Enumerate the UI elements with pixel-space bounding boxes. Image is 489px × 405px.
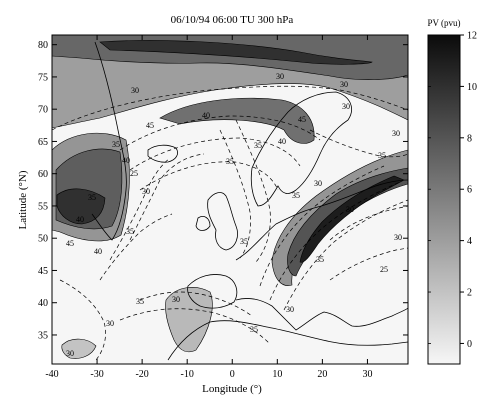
x-tick-label: 0 xyxy=(230,369,235,380)
y-tick-label: 60 xyxy=(38,169,48,180)
isotach-label: 25 xyxy=(130,169,138,178)
colorbar-ticks: 0 2 4 6 8 10 12 xyxy=(428,31,477,350)
coastlines xyxy=(91,41,408,361)
y-axis-label: Latitude (°N) xyxy=(17,170,29,229)
x-tick-label: -30 xyxy=(90,369,103,380)
x-tick-label: 10 xyxy=(272,369,282,380)
isotach-line xyxy=(283,199,408,311)
y-tick-label: 65 xyxy=(38,137,48,148)
coast-british-isles xyxy=(195,192,238,251)
colorbar-tick-label: 8 xyxy=(467,133,472,144)
isotach-label: 30 xyxy=(106,319,114,328)
isotach-line xyxy=(119,308,271,345)
wind-isotachs xyxy=(52,85,408,361)
colorbar-tick-label: 2 xyxy=(467,288,472,299)
isotach-line xyxy=(329,247,408,281)
isotach-label: 30 xyxy=(286,305,294,314)
y-tick-label: 35 xyxy=(38,330,48,341)
isotach-label: 30 xyxy=(131,86,139,95)
x-tick-label: -20 xyxy=(135,369,148,380)
map-frame xyxy=(51,34,409,365)
pv-region-arctic-core xyxy=(99,40,373,65)
isotach-label: 35 xyxy=(88,193,96,202)
isotach-label: 35 xyxy=(136,297,144,306)
pv-region-norway-trough xyxy=(159,97,315,144)
figure-title: 06/10/94 06:00 TU 300 hPa xyxy=(171,14,294,26)
coast-greenland-east xyxy=(91,41,127,241)
isotach-label: 40 xyxy=(202,111,210,120)
isotach-line xyxy=(219,129,251,259)
coast-north-africa xyxy=(167,320,408,361)
isotach-label: 30 xyxy=(394,233,402,242)
isotach-label: 40 xyxy=(278,137,286,146)
isotach-label: 35 xyxy=(126,227,134,236)
isotach-label: 40 xyxy=(122,156,130,165)
coast-scandinavia xyxy=(250,91,352,207)
y-tick-label: 50 xyxy=(38,234,48,245)
isotach-line xyxy=(52,85,408,131)
x-tick-label: -40 xyxy=(45,369,58,380)
x-tick-label: 20 xyxy=(317,369,327,380)
isotach-line xyxy=(109,157,171,261)
isotach-label: 45 xyxy=(146,121,154,130)
pv-region-europe-trough-core xyxy=(299,175,405,263)
isotach-label: 45 xyxy=(66,239,74,248)
x-axis-label: Longitude (°) xyxy=(202,383,262,395)
y-tick-label: 55 xyxy=(38,201,48,212)
isotach-label: 30 xyxy=(342,102,350,111)
isotach-label: 30 xyxy=(346,205,354,214)
colorbar-tick-label: 4 xyxy=(467,236,472,247)
isotach-line xyxy=(329,205,408,241)
isotach-label: 30 xyxy=(172,295,180,304)
isotach-labels: 30 30 30 35 40 45 40 35 30 45 35 40 35 3… xyxy=(66,72,402,358)
isotach-line xyxy=(129,137,301,171)
isotach-label: 35 xyxy=(112,140,120,149)
coast-iberia-mediterranean xyxy=(187,274,408,331)
y-tick-label: 45 xyxy=(38,266,48,277)
isotach-label: 30 xyxy=(314,179,322,188)
pv-region-africa-cutoff xyxy=(165,287,213,353)
coast-european-mainland xyxy=(235,179,408,261)
isotach-label: 35 xyxy=(378,151,386,160)
x-tick-label: -10 xyxy=(181,369,194,380)
coast-iceland xyxy=(147,144,178,163)
pv-shading xyxy=(52,35,408,359)
isotach-label: 30 xyxy=(340,80,348,89)
pv-region-atlantic-cutoff xyxy=(61,338,97,359)
x-tick-label: 30 xyxy=(362,369,372,380)
isotach-line xyxy=(269,181,401,301)
isotach-label: 30 xyxy=(392,129,400,138)
colorbar-gradient xyxy=(427,34,461,365)
isotach-label: 30 xyxy=(66,349,74,358)
y-tick-label: 40 xyxy=(38,298,48,309)
y-tick-label: 75 xyxy=(38,72,48,83)
isotach-label: 30 xyxy=(276,72,284,81)
isotach-label: 40 xyxy=(94,247,102,256)
x-axis-ticks: -40 -30 -20 -10 0 10 20 30 xyxy=(45,35,372,380)
y-tick-label: 70 xyxy=(38,105,48,116)
colorbar-tick-label: 10 xyxy=(467,82,477,93)
isotach-label: 35 xyxy=(240,237,248,246)
isotach-label: 35 xyxy=(254,141,262,150)
isotach-label: 35 xyxy=(292,191,300,200)
isotach-line xyxy=(235,119,271,263)
isotach-label: 40 xyxy=(76,215,84,224)
isotach-line xyxy=(259,165,385,287)
isotach-label: 35 xyxy=(316,255,324,264)
colorbar-tick-label: 0 xyxy=(467,339,472,350)
colorbar-tick-label: 6 xyxy=(467,185,472,196)
map-panel: 30 30 30 35 40 45 40 35 30 45 35 40 35 3… xyxy=(38,34,409,380)
isotach-label: 35 xyxy=(250,325,258,334)
colorbar: PV (pvu) 0 2 4 6 8 10 12 xyxy=(427,18,477,365)
y-tick-label: 80 xyxy=(38,40,48,51)
colorbar-tick-label: 12 xyxy=(467,31,477,42)
colorbar-label: PV (pvu) xyxy=(427,18,460,28)
isotach-label: 45 xyxy=(298,115,306,124)
isotach-label: 25 xyxy=(380,265,388,274)
isotach-label: 35 xyxy=(226,157,234,166)
isotach-label: 30 xyxy=(142,187,150,196)
isotach-line xyxy=(119,115,321,151)
